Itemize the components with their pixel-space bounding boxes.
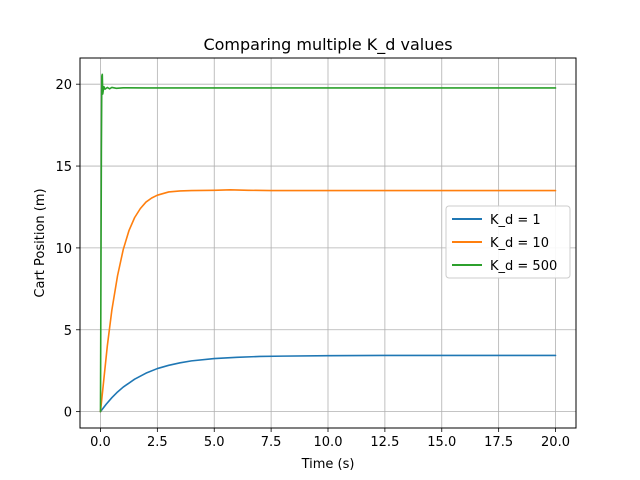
series-layer xyxy=(99,73,557,413)
legend-box xyxy=(445,205,571,279)
y-tick-label: 10 xyxy=(55,242,72,257)
x-axis-title: Time (s) xyxy=(301,457,355,472)
grid-layer xyxy=(80,58,576,428)
tick-layer: 0.0 2.5 5.0 7.5 10.0 12.5 15.0 17.5 20.0 0 5 10 15 20 xyxy=(55,78,570,450)
series-line-0 xyxy=(99,354,557,413)
x-tick-label: 17.5 xyxy=(484,435,513,450)
x-tick-label: 15.0 xyxy=(427,435,456,450)
x-tick-label: 0.0 xyxy=(90,435,111,450)
chart-title: Comparing multiple K_d values xyxy=(203,35,452,55)
y-tick-label: 15 xyxy=(55,160,72,175)
legend-label-kd-500: K_d = 500 xyxy=(490,259,557,274)
x-tick-label: 20.0 xyxy=(541,435,570,450)
legend-label-kd-1: K_d = 1 xyxy=(490,213,541,228)
x-tick-label: 12.5 xyxy=(370,435,399,450)
x-tick-label: 5.0 xyxy=(204,435,225,450)
y-axis-title: Cart Position (m) xyxy=(33,188,48,297)
series-line-1 xyxy=(99,188,557,413)
legend-label-kd-10: K_d = 10 xyxy=(490,236,549,251)
legend: K_d = 1 K_d = 10 K_d = 500 xyxy=(445,205,571,279)
x-tick-label: 7.5 xyxy=(261,435,282,450)
series-line-2 xyxy=(99,73,557,413)
y-tick-label: 0 xyxy=(64,406,72,421)
x-tick-label: 10.0 xyxy=(314,435,343,450)
y-tick-label: 5 xyxy=(64,324,72,339)
x-tick-label: 2.5 xyxy=(147,435,168,450)
y-tick-label: 20 xyxy=(55,78,72,93)
